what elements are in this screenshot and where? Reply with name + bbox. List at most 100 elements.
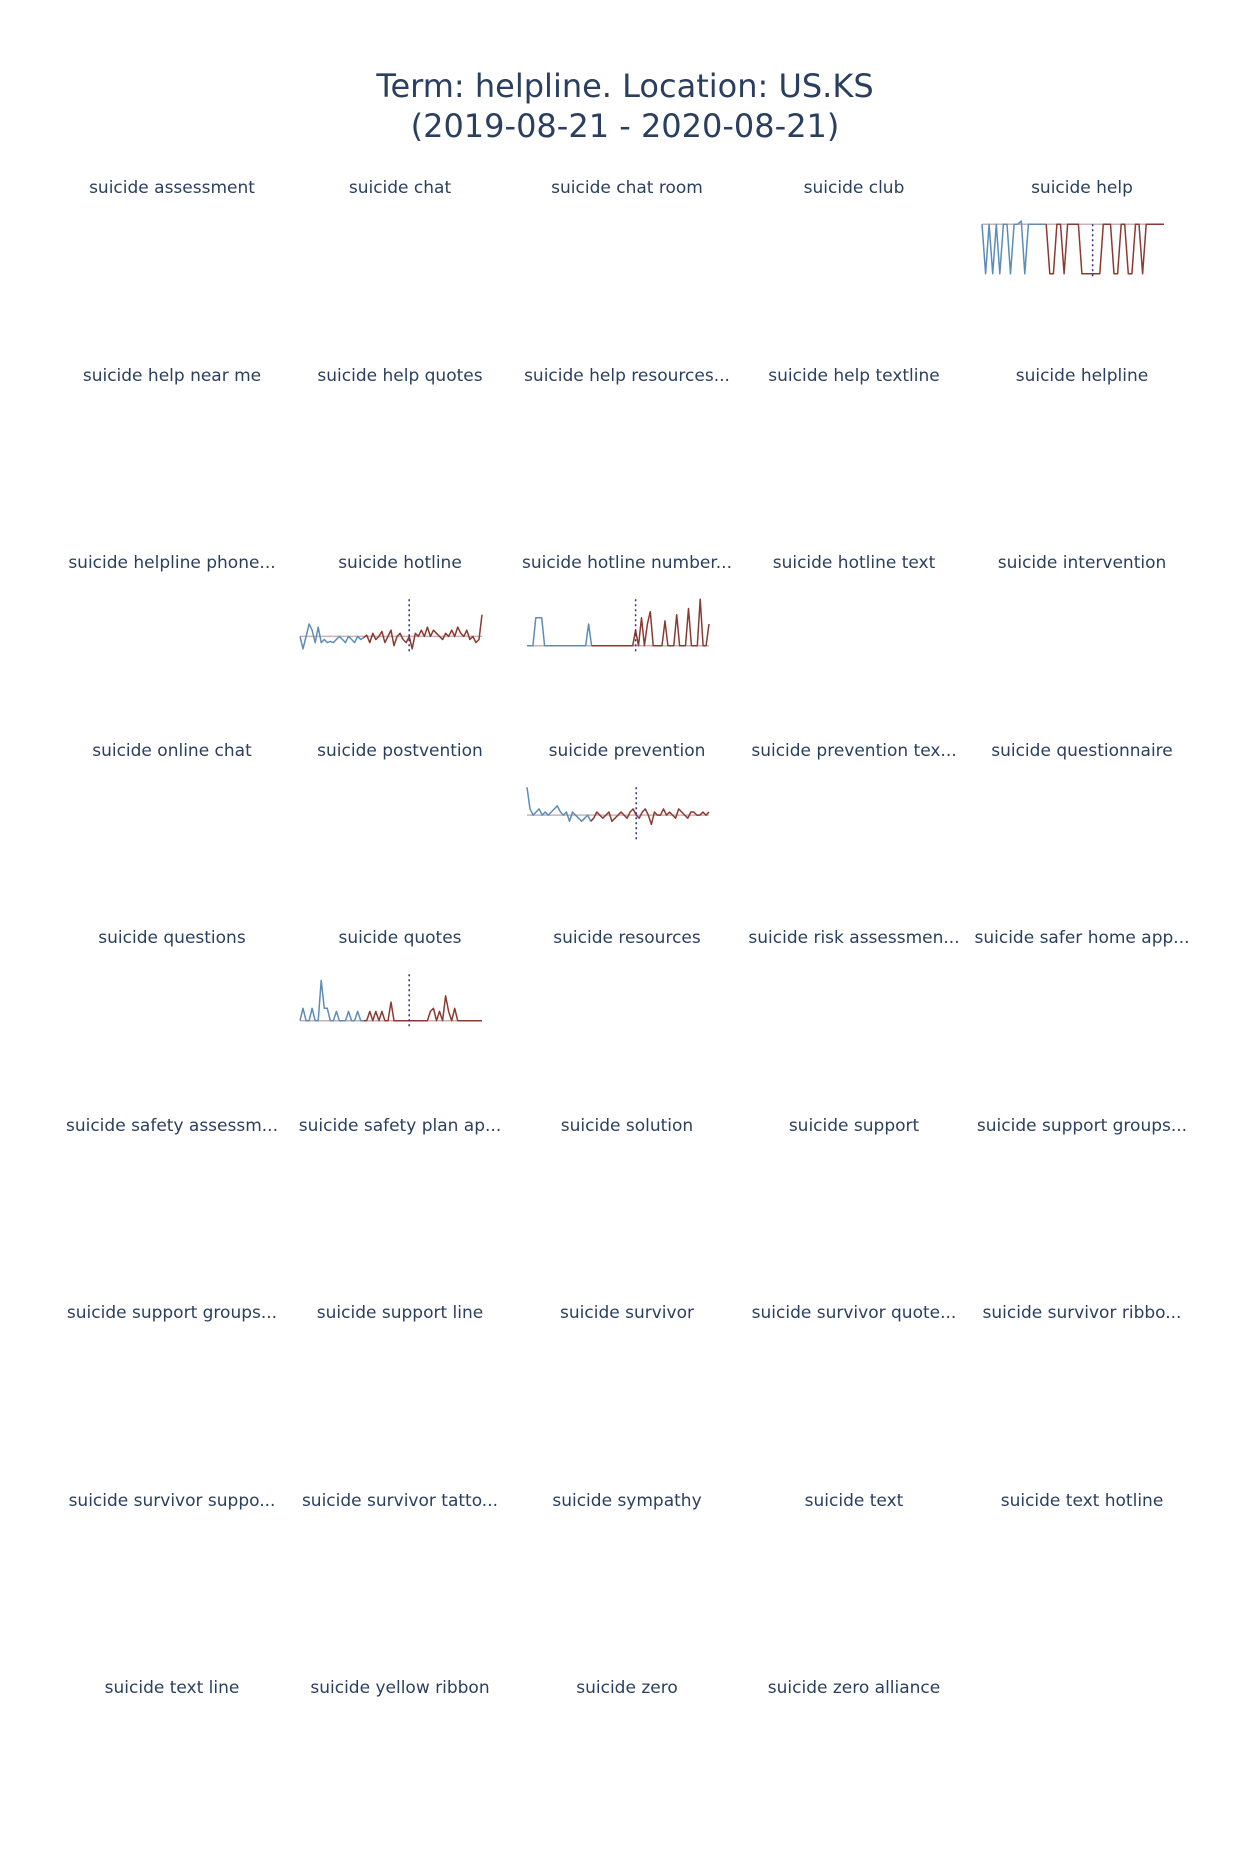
- panel-title: suicide survivor ribbo...: [982, 1303, 1182, 1323]
- panel-title: suicide survivor: [560, 1303, 694, 1323]
- chart-title: Term: helpline. Location: US.KS (2019-08…: [0, 66, 1250, 146]
- small-multiple-panel: suicide text: [754, 1491, 954, 1631]
- small-multiple-panel: suicide hotline: [299, 553, 500, 693]
- panel-title: suicide questions: [98, 928, 246, 948]
- small-multiple-panel: suicide chat: [300, 178, 500, 318]
- small-multiple-panel: suicide survivor: [527, 1303, 727, 1443]
- panel-title: suicide safer home app...: [974, 928, 1190, 948]
- chart-title-line2: (2019-08-21 - 2020-08-21): [410, 107, 840, 145]
- small-multiple-panel: suicide survivor tatto...: [300, 1491, 500, 1631]
- small-multiple-panel: suicide hotline text: [754, 553, 954, 693]
- panel-title: suicide risk assessmen...: [748, 928, 960, 948]
- small-multiple-panel: suicide risk assessmen...: [748, 928, 959, 1068]
- small-multiple-panel: suicide safer home app...: [975, 928, 1190, 1068]
- panel-title: suicide safety assessm...: [65, 1115, 278, 1136]
- sparkline-plot: [527, 598, 710, 652]
- series-before-line: [299, 979, 364, 1022]
- series-after-line: [591, 598, 710, 647]
- panel-title: suicide hotline number...: [521, 553, 732, 573]
- sparkline-plot: [981, 220, 1164, 277]
- series-before-line: [527, 617, 593, 647]
- small-multiple-panel: suicide postvention: [300, 741, 500, 881]
- small-multiple-panel: suicide safety plan ap...: [299, 1116, 501, 1256]
- small-multiple-panel: suicide hotline number...: [522, 553, 732, 693]
- small-multiple-panel: suicide prevention tex...: [751, 741, 956, 881]
- small-multiple-panel: suicide survivor suppo...: [69, 1491, 276, 1631]
- panel-title: suicide help textline: [768, 365, 940, 386]
- panel-title: suicide sympathy: [552, 1490, 702, 1511]
- small-multiple-panel: suicide support groups...: [977, 1116, 1187, 1256]
- series-before-line: [981, 220, 1047, 275]
- panel-title: suicide hotline text: [772, 553, 936, 573]
- sparkline-plot: [299, 974, 482, 1027]
- panel-title: suicide support groups...: [976, 1115, 1188, 1136]
- panel-title: suicide support: [788, 1115, 920, 1136]
- panel-title: suicide online chat: [92, 740, 252, 761]
- small-multiple-panel: suicide zero: [527, 1678, 727, 1818]
- panel-title: suicide help resources...: [524, 365, 730, 386]
- small-multiple-panel: suicide support line: [300, 1303, 500, 1443]
- series-after-line: [1045, 223, 1164, 275]
- panel-title: suicide solution: [560, 1115, 694, 1136]
- small-multiple-panel: suicide survivor ribbo...: [982, 1303, 1182, 1443]
- small-multiple-panel: suicide club: [754, 178, 954, 318]
- small-multiple-panel: suicide assessment: [72, 178, 272, 318]
- series-before-line: [299, 623, 365, 650]
- small-multiple-panel: suicide questionnaire: [982, 741, 1182, 881]
- panel-title: suicide text line: [104, 1678, 240, 1698]
- small-multiple-panel: suicide questions: [72, 928, 272, 1068]
- small-multiple-panel: suicide safety assessm...: [66, 1116, 278, 1256]
- panel-title: suicide quotes: [338, 928, 462, 948]
- small-multiple-panel: suicide chat room: [527, 178, 727, 318]
- panel-title: suicide club: [803, 178, 905, 198]
- panel-title: suicide postvention: [317, 740, 483, 761]
- small-multiple-panel: suicide support: [754, 1116, 954, 1256]
- series-after-line: [363, 995, 482, 1022]
- small-multiple-panel: suicide quotes: [299, 928, 500, 1068]
- panel-title: suicide resources: [553, 928, 701, 948]
- small-multiple-panel: suicide text hotline: [982, 1491, 1182, 1631]
- small-multiple-panel: suicide help quotes: [300, 366, 500, 506]
- small-multiple-panel: suicide zero alliance: [754, 1678, 954, 1818]
- panel-title: suicide safety plan ap...: [298, 1115, 502, 1136]
- panel-title: suicide text: [804, 1490, 904, 1511]
- small-multiple-panel: suicide intervention: [982, 553, 1182, 693]
- panel-title: suicide intervention: [997, 553, 1167, 573]
- panel-title: suicide hotline: [338, 553, 462, 573]
- panel-title: suicide zero alliance: [767, 1678, 941, 1698]
- panel-title: suicide chat: [348, 178, 452, 198]
- sparkline-plot: [526, 786, 710, 840]
- panel-title: suicide questionnaire: [991, 740, 1173, 761]
- panel-title: suicide prevention: [548, 740, 706, 761]
- series-before-line: [526, 786, 592, 822]
- small-multiple-panel: suicide resources: [527, 928, 727, 1068]
- small-multiple-panel: suicide sympathy: [527, 1491, 727, 1631]
- small-multiple-panel: suicide help near me: [72, 366, 272, 506]
- panel-title: suicide support line: [316, 1303, 484, 1323]
- panel-title: suicide assessment: [89, 178, 255, 198]
- small-multiple-panel: suicide helpline phone...: [68, 553, 275, 693]
- panel-title: suicide zero: [576, 1678, 678, 1698]
- small-multiple-panel: suicide help: [981, 178, 1182, 318]
- small-multiple-panel: suicide online chat: [72, 741, 272, 881]
- small-multiple-panel: suicide text line: [72, 1678, 272, 1818]
- panel-title: suicide help quotes: [317, 365, 483, 386]
- small-multiple-panel: suicide support groups...: [67, 1303, 277, 1443]
- small-multiple-panel: suicide help resources...: [524, 366, 730, 506]
- small-multiple-panel: suicide prevention: [526, 741, 727, 881]
- panel-title: suicide survivor quote...: [751, 1303, 957, 1323]
- series-after-line: [590, 807, 710, 825]
- series-after-line: [363, 614, 483, 650]
- panel-title: suicide help: [1031, 178, 1133, 198]
- small-multiple-panel: suicide help textline: [754, 366, 954, 506]
- panel-title: suicide helpline: [1015, 365, 1149, 386]
- small-multiple-panel: suicide solution: [527, 1116, 727, 1256]
- panel-title: suicide text hotline: [1000, 1490, 1164, 1511]
- sparkline-plot: [299, 599, 483, 652]
- panel-title: suicide survivor suppo...: [68, 1490, 276, 1511]
- panel-title: suicide helpline phone...: [68, 553, 276, 573]
- small-multiple-panel: suicide yellow ribbon: [300, 1678, 500, 1818]
- chart-title-line1: Term: helpline. Location: US.KS: [376, 67, 874, 105]
- panel-title: suicide survivor tatto...: [301, 1490, 499, 1511]
